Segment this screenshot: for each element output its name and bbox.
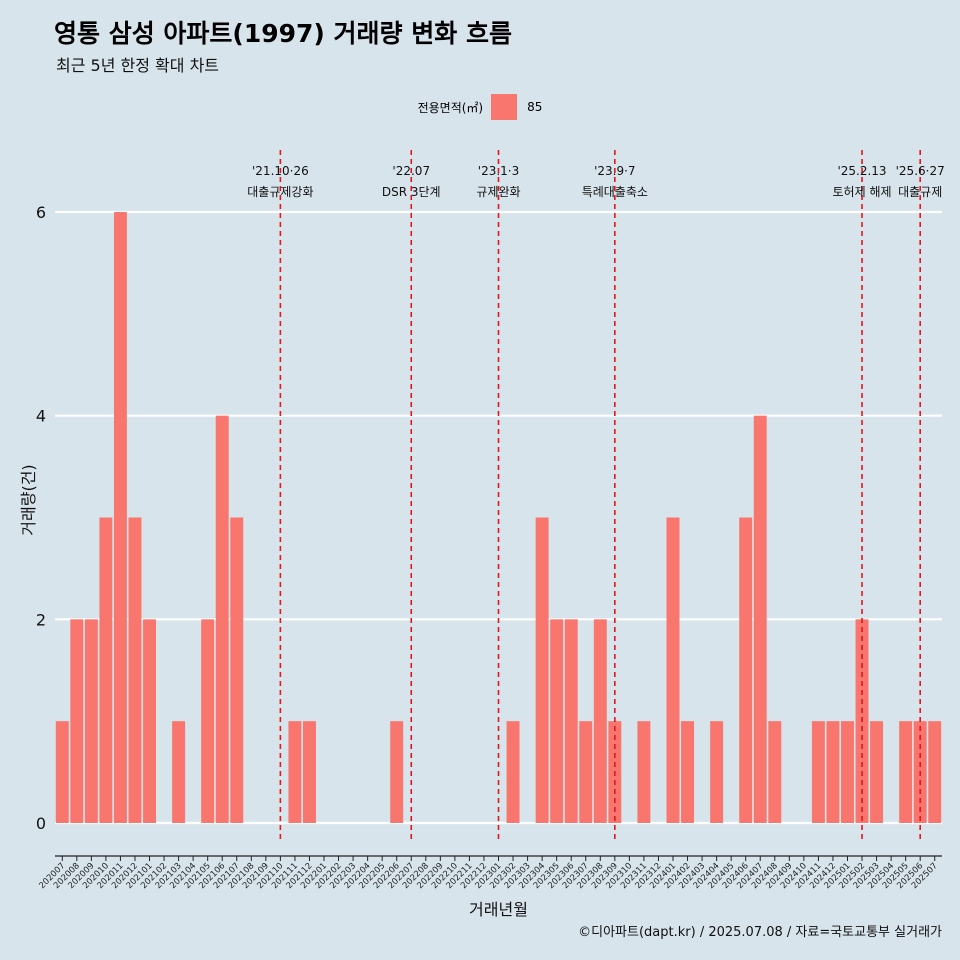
axes: 0246202007202008202009202010202011202012…	[19, 203, 942, 919]
legend-swatch	[491, 94, 518, 120]
bar	[637, 721, 651, 823]
y-tick-label: 4	[36, 407, 46, 426]
event-text-label: DSR 3단계	[382, 185, 441, 199]
bar	[230, 517, 244, 823]
y-tick-label: 6	[36, 203, 46, 222]
bar	[841, 721, 854, 823]
bar	[113, 212, 127, 823]
bar	[215, 415, 229, 823]
event-date-label: '23.9·7	[594, 164, 635, 178]
bar	[753, 415, 767, 823]
event-annotations: '21.10·26 대출규제강화 '22.07 DSR 3단계 '23.1·3 규제완화 '…	[247, 150, 945, 843]
source-caption: ©디아파트(dapt.kr) / 2025.07.08 / 자료=국토교통부 실…	[578, 925, 942, 940]
bar	[55, 721, 69, 823]
legend-title: 전용면적(㎡)	[417, 100, 484, 115]
bar	[70, 619, 84, 823]
event-text-label: 대출규제	[898, 185, 942, 199]
bar	[172, 721, 186, 823]
bar	[710, 721, 724, 823]
bar	[302, 721, 316, 823]
y-axis-title: 거래량(건)	[19, 464, 38, 535]
event-text-label: 대출규제강화	[247, 185, 313, 199]
y-tick-label: 0	[36, 814, 46, 833]
y-tick-label: 2	[36, 610, 46, 629]
bar	[739, 517, 753, 823]
chart-subtitle: 최근 5년 한정 확대 차트	[56, 56, 220, 75]
bar	[128, 517, 142, 823]
bar	[201, 619, 215, 823]
event-date-label: '23.1·3	[478, 164, 519, 178]
bar	[870, 721, 884, 823]
bar	[506, 721, 520, 823]
bar	[593, 619, 607, 823]
bar	[579, 721, 593, 823]
x-axis-title: 거래년월	[469, 900, 528, 919]
bar	[143, 619, 156, 823]
event-text-label: 규제완화	[476, 185, 520, 199]
bar	[681, 721, 695, 823]
bar	[390, 721, 404, 823]
bar	[826, 721, 840, 823]
bar	[768, 721, 782, 823]
event-date-label: '22.07	[392, 164, 430, 178]
legend: 전용면적(㎡) 85	[0, 94, 960, 120]
bar	[899, 721, 913, 823]
bar	[99, 517, 113, 823]
event-date-label: '25.2.13	[837, 164, 886, 178]
event-date-label: '25.6·27	[896, 164, 945, 178]
bar	[84, 619, 98, 823]
bar	[811, 721, 825, 823]
chart-title: 영통 삼성 아파트(1997) 거래량 변화 흐름	[54, 19, 512, 48]
bars	[55, 212, 942, 823]
event-date-label: '21.10·26	[252, 164, 309, 178]
bar	[666, 517, 680, 823]
bar	[550, 619, 564, 823]
event-text-label: 특례대출축소	[582, 185, 648, 199]
bar	[535, 517, 549, 823]
bar	[564, 619, 578, 823]
bar	[928, 721, 942, 823]
legend-label: 85	[527, 100, 543, 114]
event-text-label: 토허제 해제	[833, 185, 892, 199]
bar	[288, 721, 302, 823]
